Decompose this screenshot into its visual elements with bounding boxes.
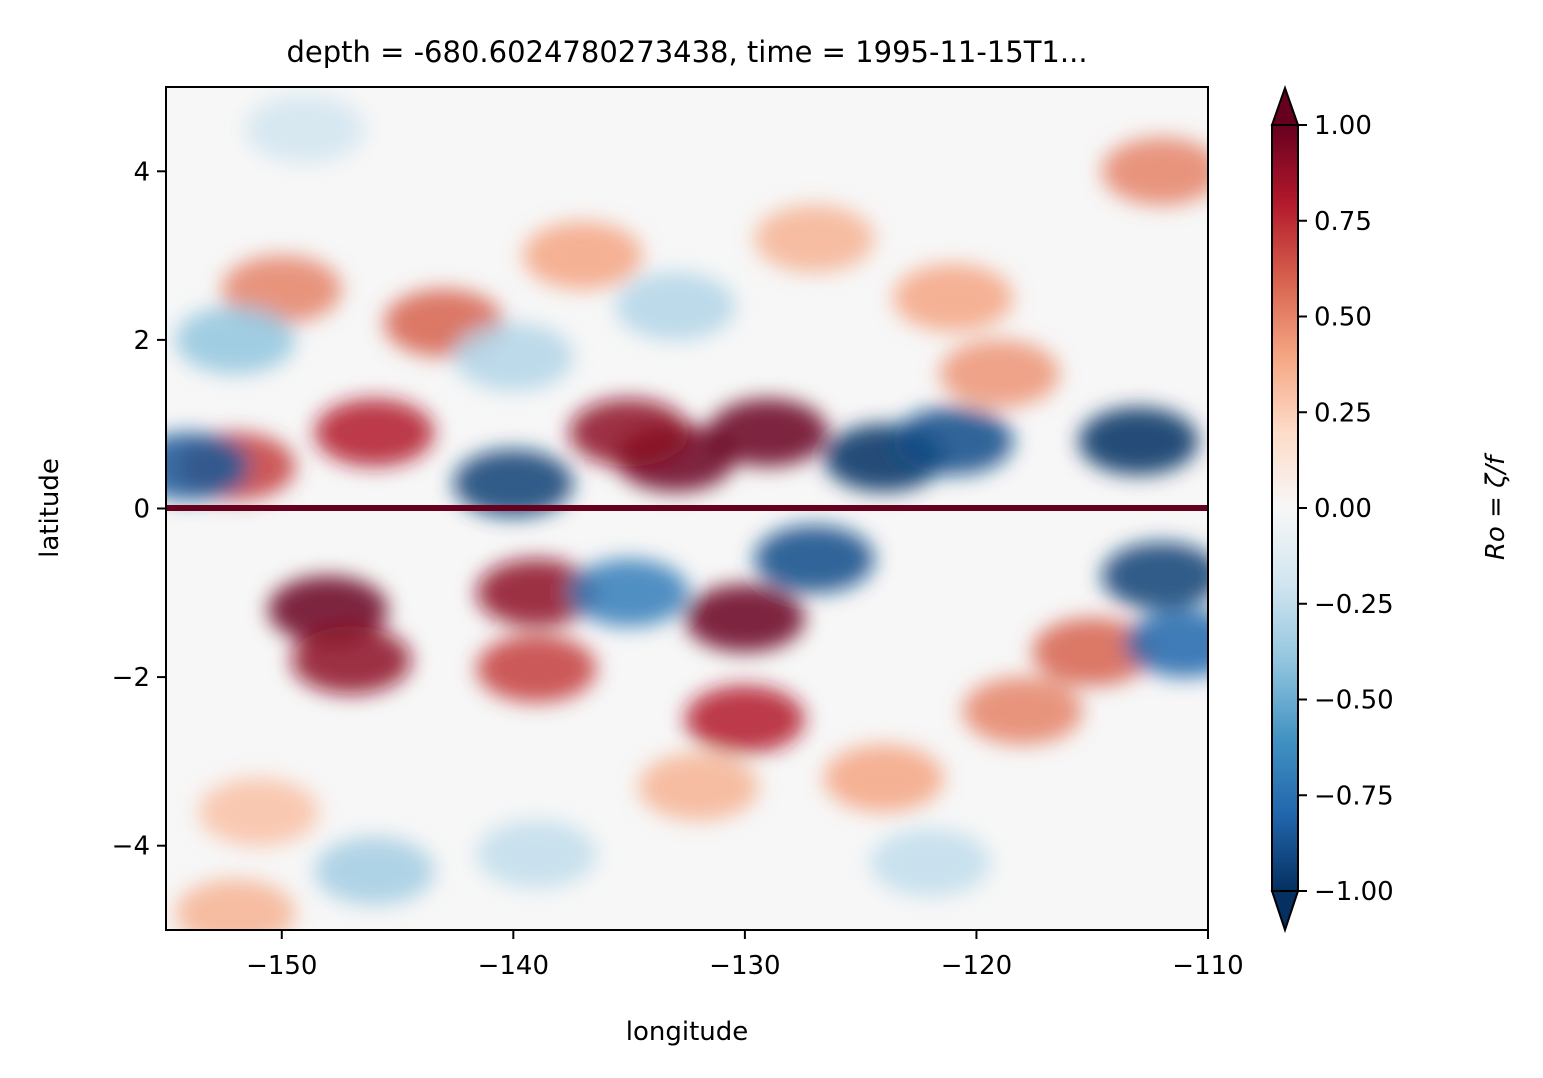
- field-feature-17: [1032, 617, 1153, 686]
- colorbar-tick-label: 0.75: [1314, 207, 1372, 237]
- x-tick-label: −120: [941, 951, 1012, 981]
- field-feature-16: [939, 339, 1060, 408]
- field-feature-32: [453, 322, 574, 391]
- colorbar-label: Ro = ζ/f: [1481, 452, 1511, 560]
- colorbar-tick-label: 0.25: [1314, 398, 1372, 428]
- y-tick-label: 0: [133, 495, 150, 525]
- x-tick-label: −110: [1172, 951, 1243, 981]
- field-feature-4: [684, 584, 805, 653]
- colorbar-tick-label: 1.00: [1314, 111, 1372, 141]
- colorbar-tick-label: −1.00: [1314, 877, 1394, 907]
- field-feature-15: [893, 263, 1014, 332]
- x-tick-label: −130: [709, 951, 780, 981]
- y-tick-label: −2: [112, 663, 150, 693]
- colorbar-tick-label: −0.50: [1314, 686, 1394, 716]
- field-feature-28: [1124, 609, 1208, 678]
- field-feature-30: [569, 558, 690, 627]
- field-feature-1: [291, 626, 412, 695]
- field-features: [166, 95, 1208, 930]
- colorbar-extend-min: [1270, 890, 1300, 934]
- field-feature-8: [569, 398, 690, 467]
- colorbar-gradient: [1272, 125, 1298, 891]
- field-feature-25: [754, 525, 875, 594]
- field-feature-39: [175, 879, 296, 930]
- y-axis-label: latitude: [35, 458, 65, 558]
- field-feature-31: [175, 305, 296, 374]
- x-tick-label: −140: [478, 951, 549, 981]
- chart-title: depth = -680.6024780273438, time = 1995-…: [286, 35, 1087, 69]
- field-feature-20: [638, 752, 759, 821]
- y-tick-label: 2: [133, 326, 150, 356]
- colorbar-tick-label: 0.00: [1314, 494, 1372, 524]
- y-tick-label: 4: [133, 157, 150, 187]
- field-feature-33: [615, 272, 736, 341]
- field-feature-18: [962, 676, 1083, 745]
- field-feature-26: [1078, 407, 1199, 476]
- field-feature-27: [1101, 541, 1208, 610]
- field-feature-9: [314, 398, 435, 467]
- x-axis: −150 −140 −130 −120 −110: [246, 930, 1244, 981]
- colorbar-extend-max: [1270, 84, 1300, 126]
- field-feature-29: [166, 432, 250, 501]
- y-axis: −4 −2 0 2 4: [112, 157, 166, 862]
- field-feature-3: [476, 634, 597, 703]
- colorbar-tick-label: −0.75: [1314, 781, 1394, 811]
- field-feature-2: [476, 558, 597, 627]
- field-feature-36: [870, 828, 991, 897]
- field-feature-12: [221, 255, 342, 324]
- field-feature-34: [314, 836, 435, 905]
- field-feature-13: [522, 221, 643, 290]
- equator-band: [166, 505, 1208, 511]
- y-tick-label: −4: [112, 832, 150, 862]
- field-feature-22: [453, 449, 574, 518]
- field-feature-35: [476, 820, 597, 889]
- colorbar-ticks: 1.00 0.75 0.50 0.25 0.00 −0.25 −0.50 −0.75 −1.00: [1298, 111, 1394, 907]
- field-feature-5: [684, 685, 805, 754]
- field-feature-7: [708, 398, 829, 467]
- field-feature-37: [244, 95, 365, 164]
- colorbar-tick-label: −0.25: [1314, 590, 1394, 620]
- field-feature-24: [893, 407, 1014, 476]
- colorbar: 1.00 0.75 0.50 0.25 0.00 −0.25 −0.50 −0.75 −1.00…: [1270, 84, 1511, 934]
- plot-area: [166, 87, 1208, 930]
- x-axis-label: longitude: [626, 1017, 749, 1047]
- colorbar-tick-label: 0.50: [1314, 303, 1372, 333]
- field-feature-21: [1101, 137, 1208, 206]
- field-feature-14: [754, 204, 875, 273]
- x-tick-label: −150: [246, 951, 317, 981]
- field-feature-19: [823, 744, 944, 813]
- field-feature-38: [198, 777, 319, 846]
